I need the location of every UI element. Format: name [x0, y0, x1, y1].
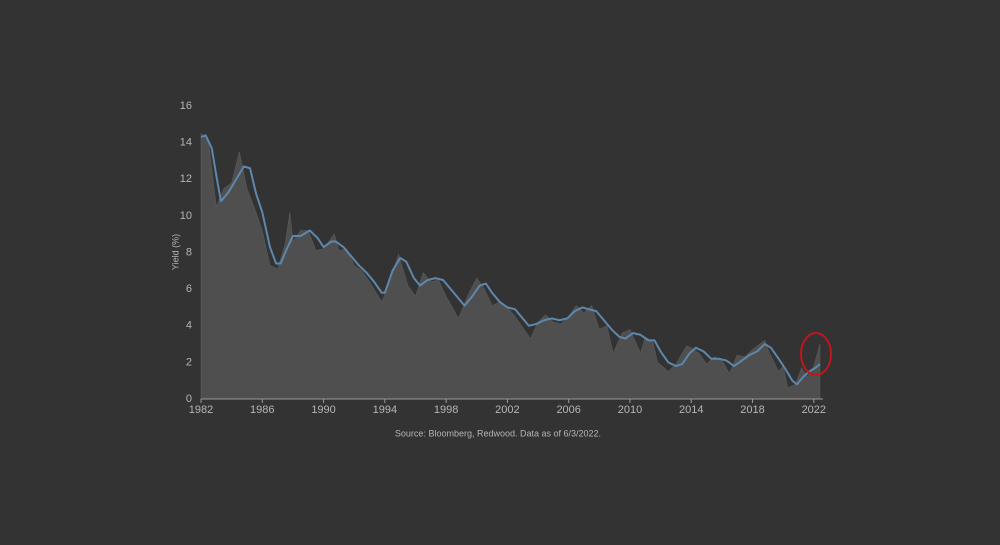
x-tick-label: 2010 [618, 404, 642, 416]
x-tick-label: 2022 [802, 404, 826, 416]
area [200, 132, 821, 400]
y-tick-label: 6 [186, 283, 192, 295]
y-tick-label: 4 [186, 320, 192, 332]
highlight-circle [800, 332, 832, 376]
plot-area: 0 2 4 6 8 10 12 14 16 1982 1986 1990 1994 1998 2002 200… [180, 100, 826, 416]
y-tick-label: 2 [186, 356, 192, 368]
x-tick-label: 2018 [740, 404, 764, 416]
x-tick-label: 1982 [189, 404, 213, 416]
y-tick-label: 14 [180, 137, 192, 149]
y-axis-label: Yield (%) [170, 234, 180, 270]
y-tick-label: 12 [180, 173, 192, 185]
x-tick-label: 2002 [495, 404, 519, 416]
x-tick-label: 2006 [556, 404, 580, 416]
x-tick-label: 1998 [434, 404, 458, 416]
x-tick-label: 1986 [250, 404, 274, 416]
y-tick-label: 16 [180, 100, 192, 112]
x-tick-label: 1990 [311, 404, 335, 416]
y-tick-label: 10 [180, 210, 192, 222]
line [200, 134, 821, 386]
y-tick-label: 8 [186, 246, 192, 258]
source-note: Source: Bloomberg, Redwood. Data as of 6… [395, 428, 601, 438]
x-tick-label: 2014 [679, 404, 703, 416]
y-tick-label: 0 [186, 393, 192, 405]
x-tick-label: 1994 [373, 404, 397, 416]
